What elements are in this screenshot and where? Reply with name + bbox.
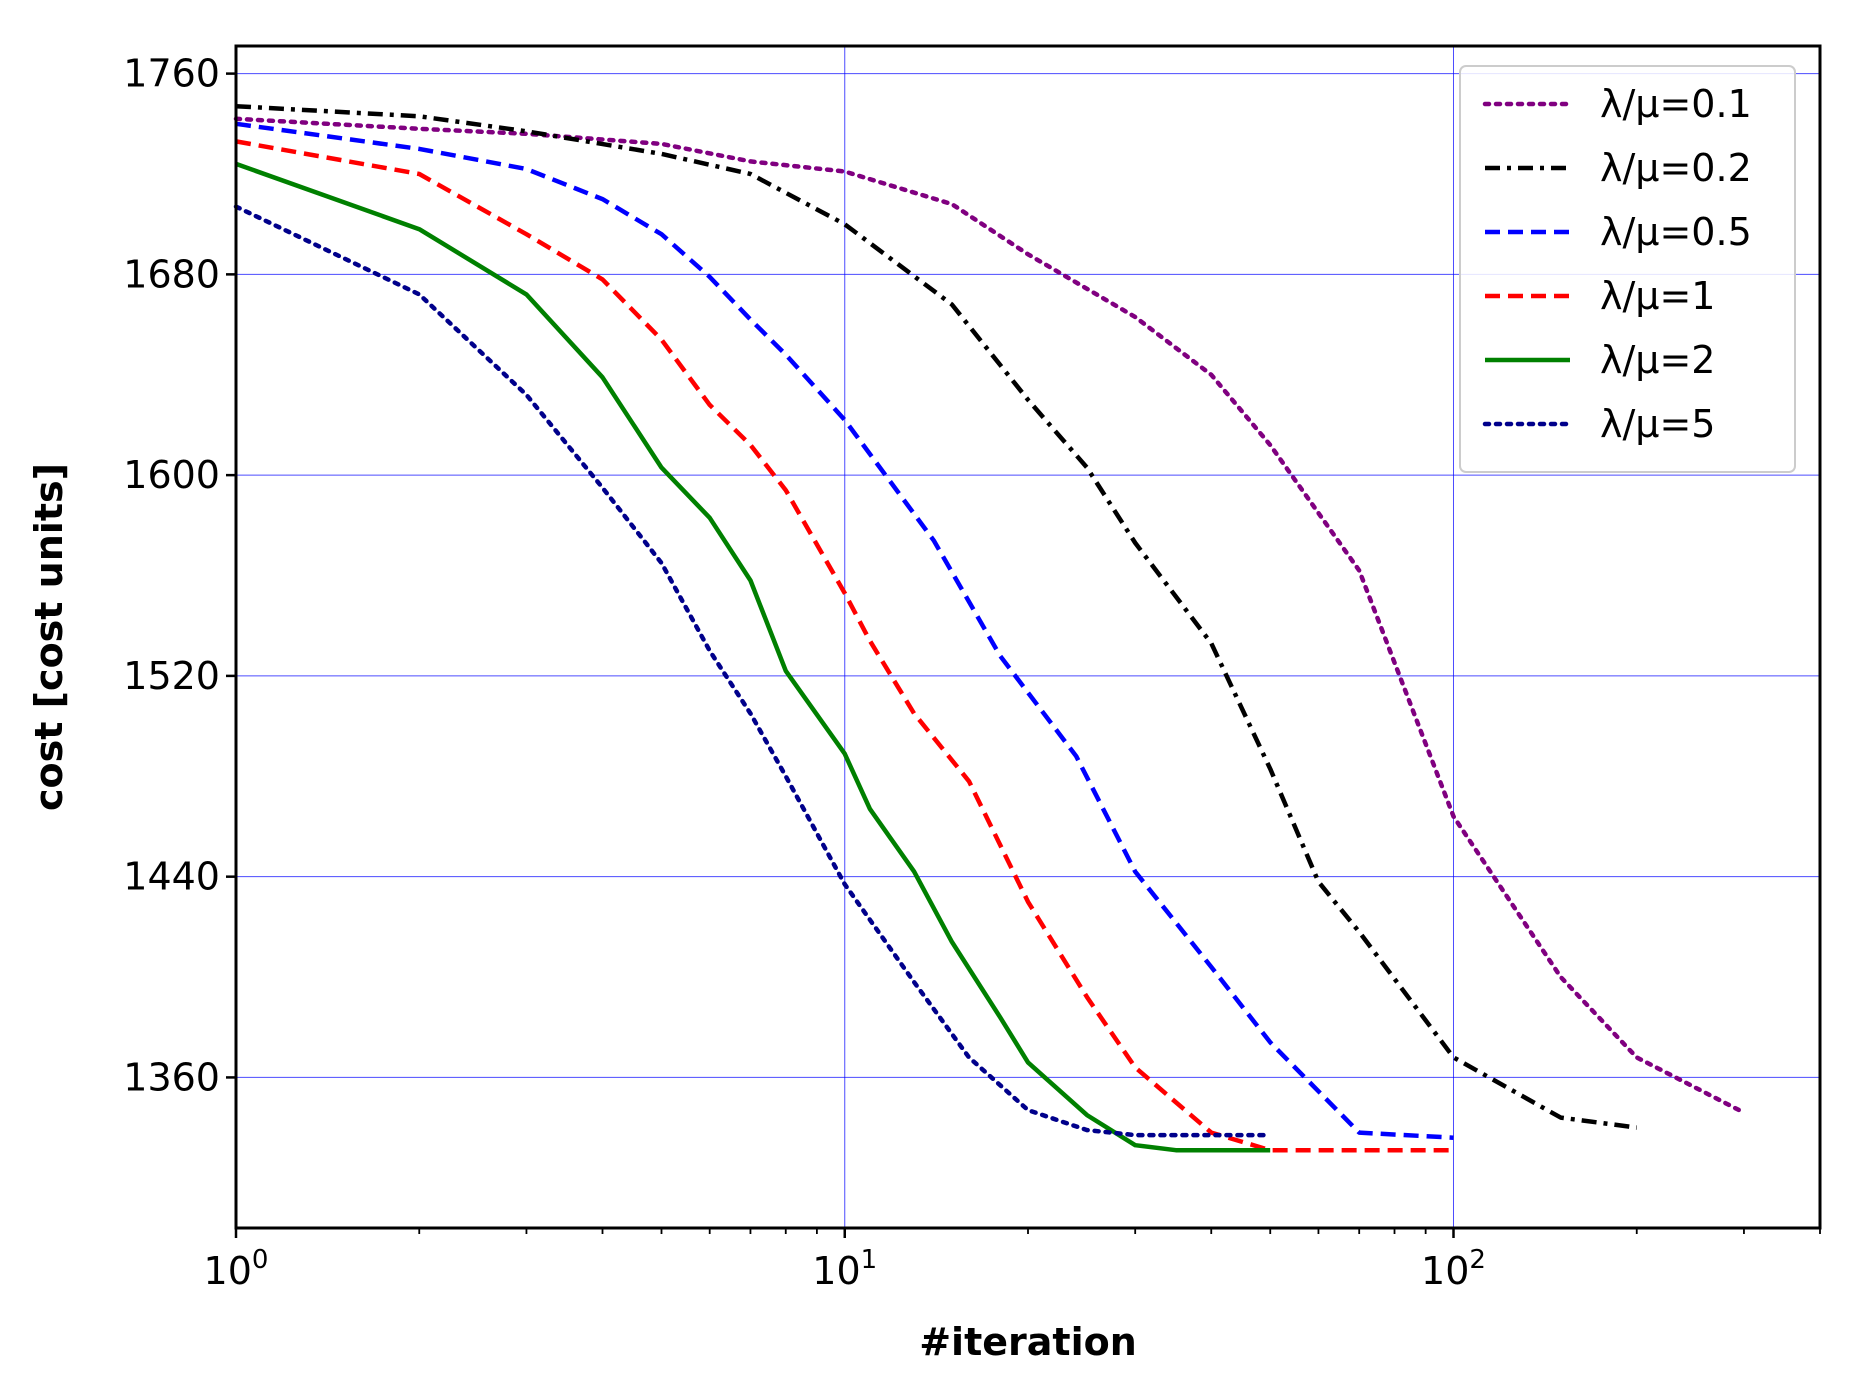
- series-line: [235, 121, 1454, 1140]
- x-tick-label: 102: [1421, 1245, 1486, 1293]
- y-axis-label: cost [cost units]: [27, 463, 71, 811]
- legend-label: λ/μ=0.1: [1600, 82, 1752, 126]
- y-tick-label: 1760: [123, 52, 220, 96]
- legend-label: λ/μ=0.2: [1600, 146, 1752, 190]
- y-tick-label: 1440: [123, 855, 220, 899]
- legend-label: λ/μ=2: [1600, 338, 1715, 382]
- legend-label: λ/μ=1: [1600, 274, 1715, 318]
- y-tick-label: 1600: [123, 453, 220, 497]
- x-tick-exponent: 0: [252, 1245, 269, 1275]
- series-line: [233, 204, 1273, 1138]
- y-tick-label: 1520: [123, 654, 220, 698]
- y-tick-label: 1360: [123, 1055, 220, 1099]
- legend: λ/μ=0.1 λ/μ=0.2 λ/μ=0.5 λ/μ=1 λ/μ=2 λ/μ=5: [1459, 65, 1796, 473]
- x-tick-base: 10: [812, 1249, 860, 1293]
- x-tick-base: 10: [1421, 1249, 1469, 1293]
- y-tick-label: 1680: [123, 252, 220, 296]
- x-tick-label: 101: [812, 1245, 877, 1293]
- series-line: [235, 161, 1271, 1153]
- x-tick-exponent: 2: [1469, 1245, 1486, 1275]
- legend-label: λ/μ=5: [1600, 402, 1715, 446]
- data-series: [233, 103, 1747, 1153]
- series-line: [235, 139, 1454, 1153]
- x-tick-exponent: 1: [861, 1245, 878, 1275]
- legend-label: λ/μ=0.5: [1600, 210, 1752, 254]
- x-tick-base: 10: [204, 1249, 252, 1293]
- series-line: [233, 116, 1747, 1115]
- x-tick-label: 100: [204, 1245, 269, 1293]
- x-axis-label: #iteration: [919, 1320, 1137, 1364]
